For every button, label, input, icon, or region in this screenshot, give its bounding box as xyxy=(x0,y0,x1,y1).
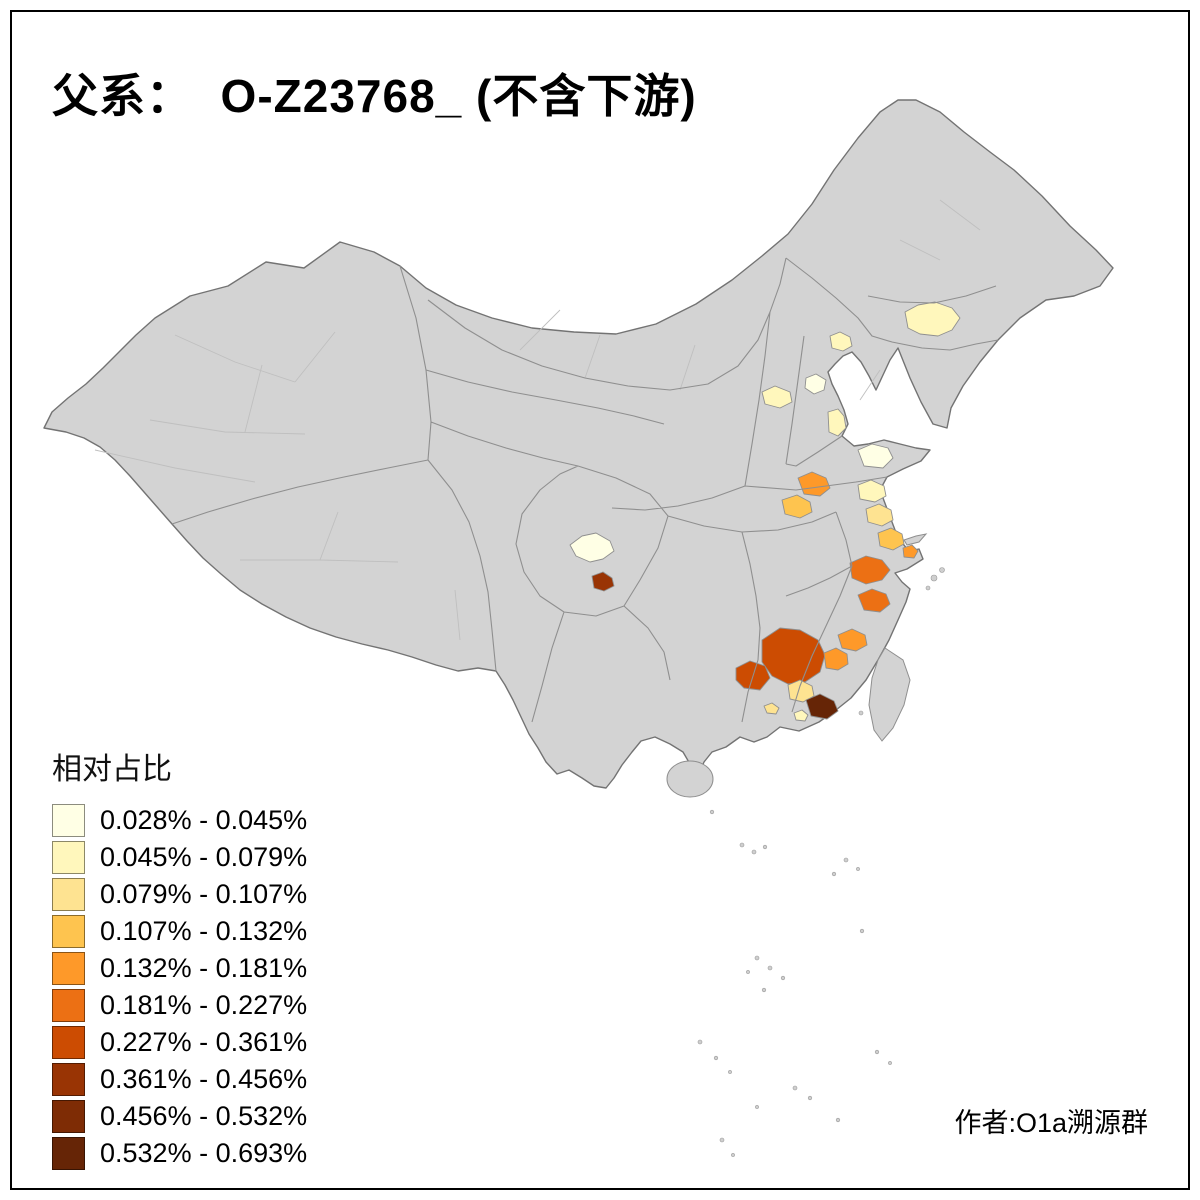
taiwan-island xyxy=(868,647,911,742)
legend-swatch xyxy=(52,878,85,911)
map-region-jilin xyxy=(904,301,961,337)
map-region-beijing xyxy=(804,373,827,395)
legend-label: 0.079% - 0.107% xyxy=(100,879,308,909)
map-region-chengde xyxy=(829,331,853,352)
legend-row: 0.227% - 0.361% xyxy=(52,1024,307,1061)
map-region-hebei-west xyxy=(761,385,793,409)
map-region-guangdong-north xyxy=(787,679,815,703)
legend-swatch xyxy=(52,1026,85,1059)
map-region-jiangxi-central xyxy=(761,627,826,685)
legend-row: 0.361% - 0.456% xyxy=(52,1061,307,1098)
map-region-sichuan-south xyxy=(591,571,615,592)
map-region-chengdu xyxy=(569,532,615,563)
map-region-chaoshan xyxy=(805,693,839,720)
legend-row: 0.181% - 0.227% xyxy=(52,987,307,1024)
legend-row: 0.132% - 0.181% xyxy=(52,950,307,987)
map-region-guangdong-small xyxy=(793,709,809,722)
legend-swatch xyxy=(52,915,85,948)
zhoushan-islands xyxy=(939,567,945,573)
legend-row: 0.028% - 0.045% xyxy=(52,802,307,839)
legend-label: 0.045% - 0.079% xyxy=(100,842,308,872)
colored-regions xyxy=(569,301,961,722)
legend-row: 0.532% - 0.693% xyxy=(52,1135,307,1172)
map-region-zhejiang-north xyxy=(849,555,891,585)
legend-label: 0.361% - 0.456% xyxy=(100,1064,308,1094)
legend-label: 0.532% - 0.693% xyxy=(100,1138,308,1168)
legend-label: 0.227% - 0.361% xyxy=(100,1027,308,1057)
legend-row: 0.079% - 0.107% xyxy=(52,876,307,913)
map-region-henan-north xyxy=(797,471,831,497)
legend-label: 0.028% - 0.045% xyxy=(100,805,308,835)
legend-label: 0.107% - 0.132% xyxy=(100,916,308,946)
prefecture-borders xyxy=(94,199,981,641)
south-china-sea-islands xyxy=(697,809,892,1157)
map-region-zhejiang-central xyxy=(857,588,891,613)
legend-label: 0.456% - 0.532% xyxy=(100,1101,308,1131)
legend-swatch xyxy=(52,952,85,985)
attribution: 作者:O1a溯源群 xyxy=(954,1108,1148,1138)
map-region-fujian-northwest xyxy=(837,628,868,652)
map-region-jiangxi-east xyxy=(823,647,849,671)
zhoushan-islands xyxy=(930,574,938,582)
map-region-tianjin xyxy=(827,408,847,437)
map-region-jiangsu-central xyxy=(865,503,894,527)
legend-swatch xyxy=(52,804,85,837)
map-landmass xyxy=(43,99,1114,789)
legend-swatch xyxy=(52,841,85,874)
map-region-jiangsu-south xyxy=(877,527,905,551)
legend-title: 相对占比 xyxy=(52,753,172,786)
map-region-guangxi-east xyxy=(763,702,780,715)
legend-swatch xyxy=(52,1063,85,1096)
legend-swatch xyxy=(52,1137,85,1170)
page-title: 父系： O-Z23768_ (不含下游) xyxy=(52,70,697,122)
zhoushan-islands xyxy=(925,585,931,591)
legend-row: 0.456% - 0.532% xyxy=(52,1098,307,1135)
penghu-islands xyxy=(858,710,864,716)
legend-row: 0.107% - 0.132% xyxy=(52,913,307,950)
legend-swatch xyxy=(52,989,85,1022)
legend-swatch xyxy=(52,1100,85,1133)
map-region-shanghai xyxy=(902,544,919,559)
legend-label: 0.132% - 0.181% xyxy=(100,953,308,983)
province-borders xyxy=(171,257,999,723)
legend-label: 0.181% - 0.227% xyxy=(100,990,308,1020)
chongming-island xyxy=(903,533,928,546)
islands xyxy=(666,533,945,798)
map-region-henan-central xyxy=(781,494,813,519)
map-legend: 相对占比 0.028% - 0.045% 0.045% - 0.079% 0.0… xyxy=(52,744,307,1172)
hainan-island xyxy=(666,760,714,798)
legend-row: 0.045% - 0.079% xyxy=(52,839,307,876)
map-region-shandong xyxy=(857,443,894,469)
